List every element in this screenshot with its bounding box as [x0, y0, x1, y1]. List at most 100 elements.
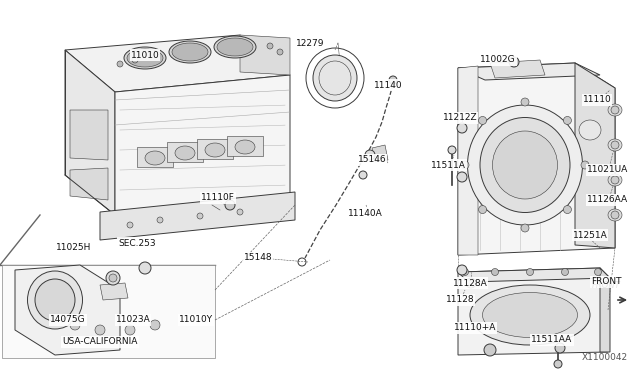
Circle shape	[521, 98, 529, 106]
Text: FRONT: FRONT	[591, 280, 620, 289]
Ellipse shape	[169, 41, 211, 63]
Polygon shape	[458, 66, 478, 255]
Circle shape	[563, 116, 572, 125]
Circle shape	[109, 274, 117, 282]
Polygon shape	[115, 195, 290, 230]
Polygon shape	[15, 265, 120, 355]
Polygon shape	[167, 142, 203, 162]
Ellipse shape	[608, 104, 622, 116]
Text: 11511AA: 11511AA	[531, 336, 573, 344]
Text: 11110F: 11110F	[201, 193, 235, 202]
Text: 11511A: 11511A	[431, 160, 465, 170]
Circle shape	[267, 43, 273, 49]
Circle shape	[461, 161, 469, 169]
Circle shape	[509, 57, 519, 67]
Text: FRONT: FRONT	[591, 278, 621, 286]
Polygon shape	[490, 60, 545, 78]
Ellipse shape	[608, 139, 622, 151]
Text: 11128A: 11128A	[452, 279, 488, 288]
Text: 11021UA: 11021UA	[588, 166, 628, 174]
Ellipse shape	[28, 271, 83, 329]
Text: 15146: 15146	[358, 155, 387, 164]
Ellipse shape	[214, 36, 256, 58]
Circle shape	[70, 320, 80, 330]
Text: 11023A: 11023A	[116, 315, 150, 324]
Circle shape	[106, 271, 120, 285]
Ellipse shape	[145, 151, 165, 165]
Ellipse shape	[175, 146, 195, 160]
Ellipse shape	[217, 38, 253, 56]
Circle shape	[555, 343, 565, 353]
Polygon shape	[227, 136, 263, 156]
Text: 11110: 11110	[582, 96, 611, 105]
Polygon shape	[65, 50, 115, 215]
Circle shape	[132, 57, 138, 63]
Circle shape	[117, 61, 123, 67]
Polygon shape	[458, 268, 608, 355]
Text: 11002G: 11002G	[480, 55, 516, 64]
Circle shape	[561, 269, 568, 276]
Ellipse shape	[608, 174, 622, 186]
Circle shape	[492, 269, 499, 276]
Circle shape	[554, 360, 562, 368]
Circle shape	[457, 265, 467, 275]
Circle shape	[225, 200, 235, 210]
Ellipse shape	[608, 209, 622, 221]
Polygon shape	[575, 63, 615, 248]
Circle shape	[365, 150, 375, 160]
Polygon shape	[240, 35, 290, 75]
Circle shape	[457, 123, 467, 133]
Circle shape	[95, 325, 105, 335]
Circle shape	[611, 211, 619, 219]
Text: 11025H: 11025H	[56, 244, 92, 253]
Text: 11251A: 11251A	[573, 231, 607, 240]
Polygon shape	[100, 283, 128, 300]
Circle shape	[479, 116, 486, 125]
Circle shape	[611, 176, 619, 184]
Polygon shape	[137, 147, 173, 167]
Circle shape	[237, 209, 243, 215]
Ellipse shape	[579, 120, 601, 140]
Text: USA-CALIFORNIA: USA-CALIFORNIA	[62, 337, 138, 346]
Circle shape	[611, 106, 619, 114]
Ellipse shape	[493, 131, 557, 199]
Polygon shape	[70, 168, 108, 200]
Text: 11140: 11140	[374, 80, 403, 90]
Polygon shape	[458, 63, 615, 255]
Circle shape	[611, 141, 619, 149]
Text: 11126AA: 11126AA	[588, 196, 628, 205]
Circle shape	[125, 325, 135, 335]
Circle shape	[581, 161, 589, 169]
Polygon shape	[2, 265, 215, 358]
Ellipse shape	[480, 118, 570, 212]
Circle shape	[127, 222, 133, 228]
Circle shape	[466, 278, 476, 288]
Text: 12279: 12279	[296, 38, 324, 48]
Circle shape	[595, 269, 602, 276]
Circle shape	[197, 213, 203, 219]
Polygon shape	[115, 75, 290, 215]
Ellipse shape	[172, 43, 208, 61]
Text: 11110+A: 11110+A	[454, 324, 496, 333]
Circle shape	[139, 262, 151, 274]
Ellipse shape	[470, 285, 590, 345]
Polygon shape	[70, 110, 108, 160]
Ellipse shape	[235, 140, 255, 154]
Text: 11128: 11128	[445, 295, 474, 305]
Circle shape	[150, 320, 160, 330]
Polygon shape	[100, 192, 295, 240]
Text: 14075G: 14075G	[50, 315, 86, 324]
Circle shape	[527, 269, 534, 276]
Ellipse shape	[124, 47, 166, 69]
Text: 15148: 15148	[244, 253, 272, 263]
Ellipse shape	[313, 55, 357, 101]
Circle shape	[448, 146, 456, 154]
Polygon shape	[372, 145, 388, 162]
Ellipse shape	[127, 49, 163, 67]
Ellipse shape	[35, 279, 75, 321]
Polygon shape	[65, 35, 290, 92]
Circle shape	[277, 49, 283, 55]
Circle shape	[479, 206, 486, 214]
Circle shape	[563, 206, 572, 214]
Circle shape	[461, 269, 468, 276]
